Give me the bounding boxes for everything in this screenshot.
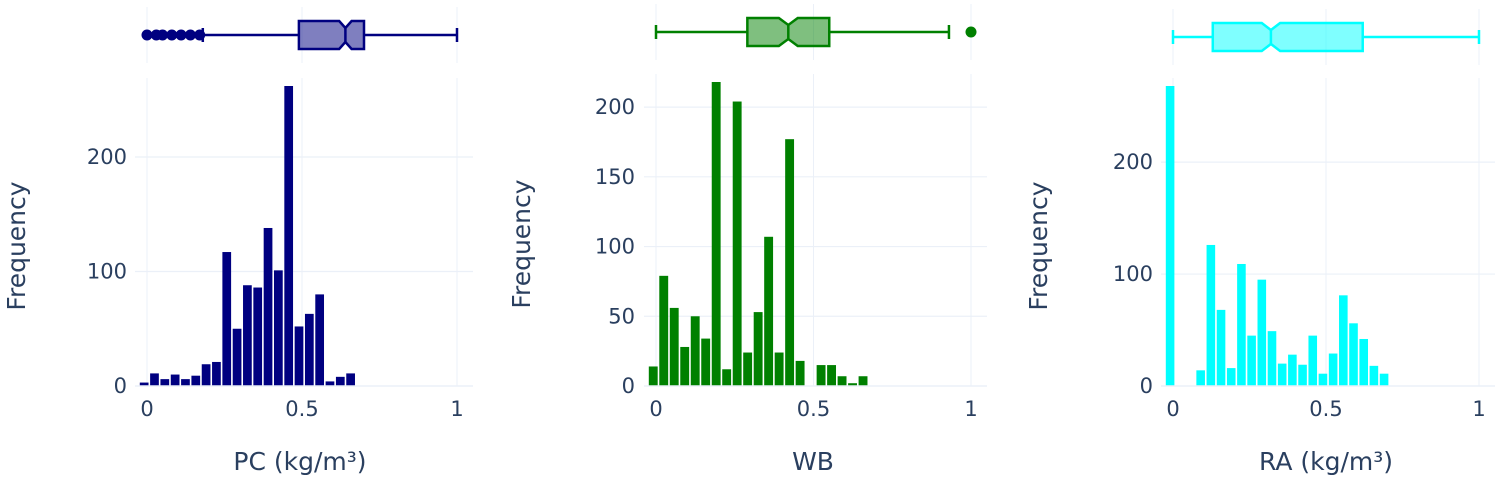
histogram-bar — [1349, 323, 1358, 386]
histogram-bar — [816, 365, 826, 386]
histogram-bar — [848, 383, 857, 386]
box-outlier-point — [194, 29, 206, 41]
histogram-bar — [150, 373, 159, 386]
x-tick-label: 1 — [964, 397, 977, 421]
histogram-bar — [1226, 368, 1236, 386]
box-outlier-point — [157, 29, 168, 41]
histogram-bar — [1288, 354, 1297, 386]
x-axis-title: PC (kg/m³) — [233, 447, 366, 476]
y-tick-label: 0 — [114, 374, 127, 398]
histogram-bar — [160, 379, 170, 386]
y-axis-title: Frequency — [507, 179, 536, 308]
x-tick-label: 0.5 — [1309, 397, 1342, 421]
histogram-bar — [201, 364, 211, 386]
histogram-bar — [1339, 295, 1348, 386]
x-tick-label: 0.5 — [797, 397, 830, 421]
histogram-bar — [346, 373, 355, 386]
x-axis-title: RA (kg/m³) — [1259, 447, 1393, 476]
histogram-bar — [1206, 244, 1216, 386]
histogram-bar — [732, 101, 742, 386]
x-tick-label: 0 — [140, 397, 153, 421]
y-tick-label: 200 — [87, 145, 127, 169]
histogram-bar — [325, 381, 335, 386]
histogram-bar — [711, 82, 721, 386]
histogram-bar — [1237, 263, 1246, 386]
box-outlier-point — [141, 29, 153, 41]
histogram-bar — [722, 369, 732, 386]
histogram-bar — [263, 227, 273, 386]
histogram-bar — [827, 365, 837, 386]
y-axis-title: Frequency — [2, 181, 31, 310]
histogram-bar — [764, 236, 774, 386]
histogram-bar — [774, 352, 784, 386]
histogram-bar — [858, 376, 868, 386]
y-tick-label: 0 — [1140, 374, 1153, 398]
histogram-bar — [1257, 279, 1267, 386]
histogram-bar — [294, 326, 304, 386]
histogram-bar — [1308, 335, 1318, 386]
histogram-bar — [1247, 335, 1256, 386]
box-outlier-point — [965, 26, 977, 38]
histogram-bar — [690, 316, 700, 386]
histogram-bar — [837, 376, 847, 386]
histogram-bar — [1196, 370, 1205, 386]
histogram-bar — [212, 361, 221, 386]
histogram-bar — [170, 374, 180, 386]
histogram-bar — [1267, 331, 1277, 386]
histogram-bar — [1369, 365, 1379, 386]
x-axis-title: WB — [792, 447, 834, 476]
histogram-bar — [181, 379, 190, 386]
box-outlier-point — [166, 29, 178, 41]
histogram-bar — [1277, 363, 1287, 386]
x-tick-label: 1 — [450, 397, 463, 421]
y-tick-label: 100 — [87, 259, 127, 283]
y-tick-label: 200 — [595, 95, 635, 119]
histogram-bar — [222, 252, 232, 386]
histogram-bar — [232, 328, 242, 386]
histogram-bar — [191, 375, 201, 386]
histogram-bar — [743, 352, 753, 386]
histogram-bar — [304, 313, 314, 386]
histogram-bar — [753, 312, 763, 386]
histogram-bar — [139, 382, 149, 386]
box-notched-iqr — [1211, 21, 1364, 53]
histogram-bar — [1379, 373, 1389, 386]
x-tick-label: 1 — [1472, 397, 1485, 421]
box-outlier-point — [184, 29, 196, 41]
box-notched-iqr — [297, 19, 366, 51]
x-tick-label: 0 — [1166, 397, 1179, 421]
histogram-bar — [315, 294, 325, 386]
histogram-bar — [1298, 364, 1307, 386]
y-tick-label: 100 — [595, 235, 635, 259]
histogram-bar — [273, 270, 283, 386]
histogram-bar — [659, 275, 669, 386]
y-tick-label: 50 — [608, 304, 635, 328]
histogram-bar — [669, 307, 679, 386]
histogram-bar — [680, 346, 690, 386]
x-tick-label: 0.5 — [285, 397, 318, 421]
histogram-bar — [335, 376, 345, 386]
x-tick-label: 0 — [649, 397, 662, 421]
y-axis-title: Frequency — [1024, 181, 1053, 310]
histogram-bar — [795, 360, 805, 386]
box-outlier-point — [175, 29, 187, 41]
histogram-bar — [785, 139, 795, 386]
histogram-bar — [284, 86, 294, 386]
y-tick-label: 100 — [1113, 262, 1153, 286]
histogram-bar — [648, 366, 658, 386]
histogram-bar — [701, 338, 711, 386]
y-tick-label: 0 — [622, 374, 635, 398]
histogram-bar — [1216, 309, 1226, 386]
histogram-bar — [1359, 338, 1368, 386]
histogram-bar — [1328, 353, 1338, 386]
histogram-bar — [1165, 86, 1175, 386]
histogram-bar — [1318, 373, 1328, 386]
histogram-bar — [243, 285, 252, 386]
y-tick-label: 200 — [1113, 150, 1153, 174]
histogram-bar — [253, 287, 263, 386]
y-tick-label: 150 — [595, 165, 635, 189]
